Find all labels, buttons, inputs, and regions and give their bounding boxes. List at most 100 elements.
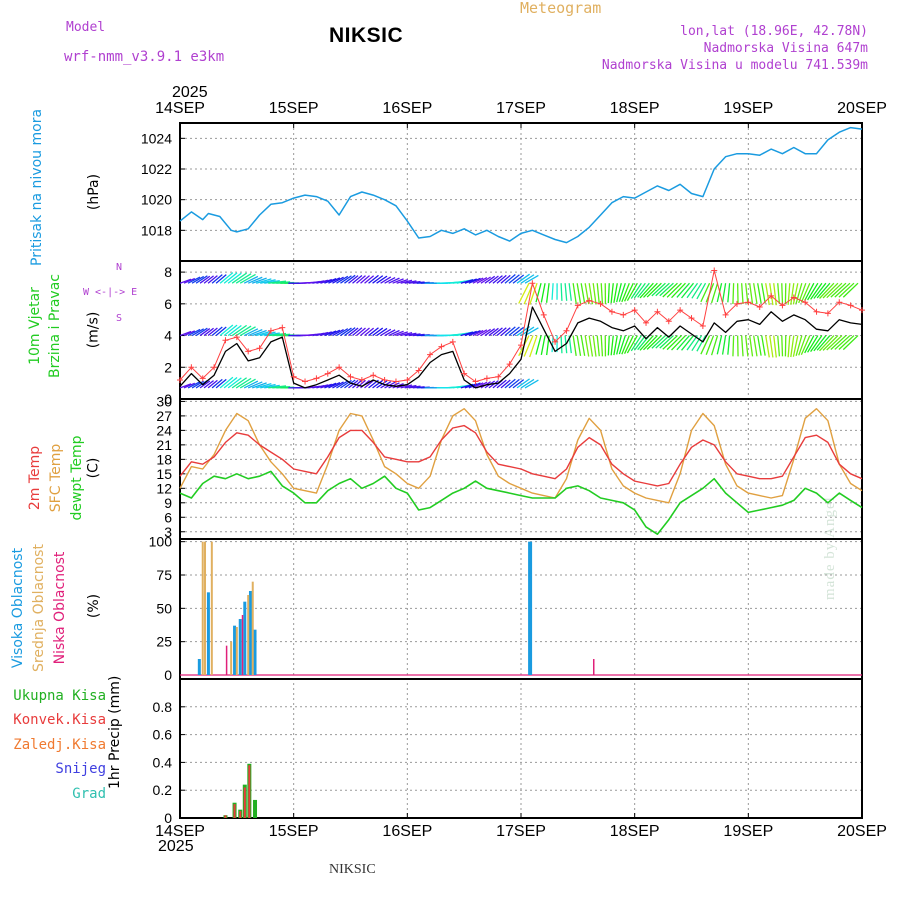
wind-arrow <box>235 325 252 337</box>
wind-arrow <box>761 335 766 356</box>
wind-arrow <box>524 379 539 389</box>
conv-precip-bar <box>224 815 227 818</box>
wind-arrow <box>813 282 827 299</box>
precip-bar <box>253 799 258 818</box>
gust-marker <box>768 292 775 299</box>
gust-marker <box>279 324 286 331</box>
wind-arrow <box>700 282 711 303</box>
wind-arrow <box>492 327 503 337</box>
wind-arrow <box>518 282 530 304</box>
wind-arrow <box>757 335 762 356</box>
cloud-bar <box>248 591 252 675</box>
gust-marker <box>802 299 809 306</box>
wind-arrow <box>600 335 604 357</box>
xtick-label-top: 15SEP <box>269 100 319 117</box>
wind-arrow <box>247 381 263 389</box>
compass-s: S <box>116 313 123 324</box>
wind-arrow <box>816 335 831 351</box>
wind-arrow <box>621 335 630 355</box>
wind-arrow <box>348 327 359 337</box>
wind-arrow <box>826 282 843 299</box>
wind-arrow <box>496 379 507 389</box>
wind-arrow <box>705 335 715 355</box>
wind-arrow <box>195 327 208 337</box>
wind-arrow <box>529 282 538 305</box>
wind-arrow <box>676 335 690 351</box>
ytick-label: 6 <box>164 509 172 525</box>
gust-marker <box>790 294 797 301</box>
wind-arrow <box>376 327 388 337</box>
wind-speed-line <box>179 306 863 389</box>
wind-arrow <box>524 327 539 337</box>
gust-marker <box>290 373 297 380</box>
wind-arrow <box>199 380 211 389</box>
wind-arrow <box>753 283 758 305</box>
wind-arrow <box>328 381 341 389</box>
wind-arrow <box>256 382 272 389</box>
wind-arrow <box>639 335 654 351</box>
ytick-label: 25 <box>156 634 172 650</box>
wind-arrow <box>199 275 211 284</box>
wind-arrow <box>472 277 484 284</box>
ytick-label: 50 <box>156 600 172 616</box>
wind-arrow <box>834 335 851 350</box>
legend-frz-rain: Zaledj.Kisa <box>13 737 106 753</box>
wind-arrow <box>568 283 572 301</box>
wind-arrow <box>826 335 843 351</box>
wind-arrow <box>545 283 550 303</box>
cloud-bar <box>235 627 238 675</box>
wind-arrow <box>388 277 400 284</box>
legend-hail: Grad <box>72 786 106 802</box>
xtick-label-top: 18SEP <box>610 100 660 117</box>
gust-marker <box>847 302 854 309</box>
gust-marker <box>302 378 309 385</box>
wind-arrow <box>700 335 711 355</box>
legend-snow: Snijeg <box>55 761 106 777</box>
wind-arrow <box>352 327 363 337</box>
wind-arrow <box>757 283 762 304</box>
wind-arrow <box>384 329 396 337</box>
wind-arrow <box>203 327 214 337</box>
wind-arrow <box>256 330 272 337</box>
wind-arrow <box>795 283 803 304</box>
wind-arrow <box>765 283 770 306</box>
legend-total-rain: Ukupna Kisa <box>13 688 106 704</box>
wind-arrow <box>500 379 511 389</box>
wind-arrow <box>211 378 223 389</box>
wind-arrow <box>681 282 695 299</box>
ytick-label: 15 <box>156 466 172 482</box>
wind-arrow <box>332 276 344 284</box>
gust-marker <box>586 297 593 304</box>
legend-conv-rain: Konvek.Kisa <box>13 712 106 728</box>
wind-arrow <box>476 276 488 284</box>
ytick-label: 27 <box>156 408 172 424</box>
wind-arrow <box>646 282 662 298</box>
wind-arrow <box>618 283 626 302</box>
wind-arrow <box>340 275 352 284</box>
wind-arrow <box>727 283 731 303</box>
wind-arrow <box>348 275 359 284</box>
wind-arrow <box>551 283 554 300</box>
wind-arrow <box>207 275 218 284</box>
cloud-bar <box>592 659 595 675</box>
wind-arrow <box>356 275 366 284</box>
wind-arrow <box>740 283 744 304</box>
wind-arrow <box>607 283 610 304</box>
wind-arrow <box>219 376 234 389</box>
wind-arrow <box>512 326 525 337</box>
wind-arrow <box>324 382 337 389</box>
wind-arrow <box>268 280 287 284</box>
wind-arrow <box>396 331 409 337</box>
wind-arrow <box>633 282 646 299</box>
wind-arrow <box>243 328 259 337</box>
lonlat-label: lon,lat (18.96E, 42.78N) <box>680 24 868 39</box>
wind-arrow <box>659 282 674 297</box>
wind-arrow <box>592 283 597 305</box>
wind-arrow <box>600 283 604 304</box>
wind-arrow <box>666 282 682 298</box>
wind-arrow <box>508 274 520 284</box>
cloud-bar <box>197 659 201 675</box>
wind-arrow <box>480 276 491 284</box>
station-title: NIKSIC <box>329 24 404 47</box>
xtick-label-top: 17SEP <box>496 100 546 117</box>
